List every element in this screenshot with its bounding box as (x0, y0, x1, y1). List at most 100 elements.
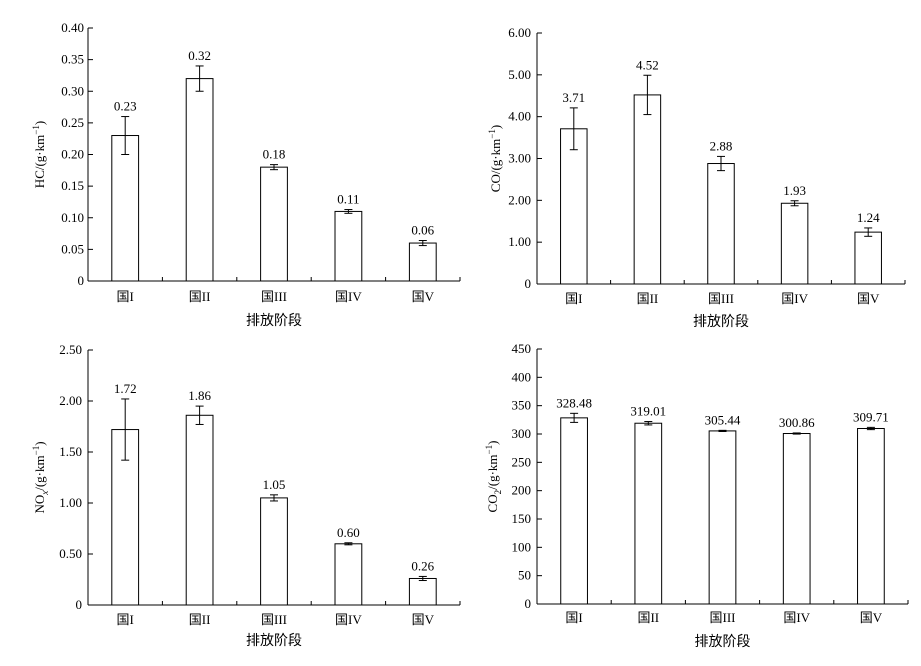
x-tick-label: 国IV (783, 610, 810, 625)
y-tick-label: 1.00 (59, 495, 82, 510)
bar (560, 128, 588, 285)
bar (633, 94, 662, 285)
y-axis-title: CO2/(g·km−1) (484, 441, 503, 513)
y-axis-title: NOx/(g·km−1) (31, 441, 50, 513)
y-axis-title: CO/(g·km−1) (487, 125, 503, 192)
x-axis-title: 排放阶段 (693, 314, 749, 330)
x-tick-label: 国V (412, 612, 435, 627)
y-axis-title: HC/(g·km−1) (31, 121, 47, 188)
y-tick-label: 0.35 (61, 52, 84, 67)
bar (185, 78, 214, 282)
data-label: 0.11 (337, 192, 359, 207)
x-tick-label: 国II (189, 612, 211, 627)
y-tick-label: 250 (512, 454, 532, 469)
x-tick-label: 国I (117, 289, 134, 304)
bar (185, 414, 214, 606)
x-tick-label: 国IV (781, 291, 808, 306)
y-tick-label: 2.50 (59, 342, 82, 357)
y-tick-label: 1.50 (59, 444, 82, 459)
data-label: 0.32 (188, 48, 211, 63)
x-tick-label: 国III (261, 289, 287, 304)
bar (408, 242, 437, 282)
bar (707, 163, 735, 285)
y-tick-label: 200 (512, 483, 532, 498)
x-tick-label: 国II (637, 610, 659, 625)
y-tick-label: 0.40 (61, 20, 84, 35)
x-axis-title: 排放阶段 (695, 634, 751, 650)
y-tick-label: 0.50 (59, 546, 82, 561)
chart-panel-2: 0 1.00 2.00 3.00 4.00 5.00 6.00 3.71 国I 4.52 国II 2.… (487, 25, 906, 330)
y-tick-label: 350 (512, 398, 532, 413)
data-label: 1.72 (114, 381, 137, 396)
x-tick-label: 国I (117, 612, 134, 627)
y-tick-label: 0.05 (61, 241, 84, 256)
y-tick-label: 2.00 (59, 393, 82, 408)
x-tick-label: 国III (710, 610, 736, 625)
x-tick-label: 国II (637, 291, 659, 306)
bar (782, 433, 811, 605)
y-tick-label: 0 (525, 596, 532, 611)
bar (857, 427, 885, 605)
data-label: 1.05 (263, 477, 286, 492)
y-tick-label: 0.25 (61, 115, 84, 130)
bar (708, 430, 737, 605)
data-label: 0.06 (411, 223, 434, 238)
data-label: 319.01 (630, 404, 666, 419)
y-tick-label: 50 (518, 568, 531, 583)
x-axis-title: 排放阶段 (246, 633, 302, 649)
y-tick-label: 0 (78, 273, 85, 288)
x-tick-label: 国V (412, 289, 435, 304)
y-tick-label: 6.00 (508, 25, 531, 40)
bar (780, 202, 809, 285)
bar (334, 210, 363, 282)
chart-panel-1: 0 0.05 0.10 0.15 0.20 0.25 0.30 0.35 0.40 0.23 国I 0… (31, 20, 461, 329)
data-label: 3.71 (562, 90, 585, 105)
data-label: 0.60 (337, 525, 360, 540)
data-label: 305.44 (705, 412, 741, 427)
bar (634, 422, 663, 605)
data-label: 309.71 (853, 409, 889, 424)
bar (334, 543, 363, 606)
data-label: 1.24 (857, 210, 880, 225)
data-label: 300.86 (779, 415, 815, 430)
y-tick-label: 0 (76, 597, 83, 612)
y-tick-label: 4.00 (508, 109, 531, 124)
x-tick-label: 国IV (335, 289, 362, 304)
bar (560, 417, 588, 605)
y-tick-label: 0.10 (61, 210, 84, 225)
y-tick-label: 0.15 (61, 178, 84, 193)
data-label: 328.48 (556, 395, 592, 410)
y-tick-label: 450 (512, 341, 532, 356)
bar (408, 577, 437, 606)
x-tick-label: 国II (189, 289, 211, 304)
chart-panel-3: 0 0.50 1.00 1.50 2.00 2.50 1.72 国I 1.86 国II 1.05 国I… (31, 342, 461, 649)
data-label: 0.26 (411, 558, 434, 573)
x-axis-title: 排放阶段 (246, 313, 302, 329)
data-label: 2.88 (710, 138, 733, 153)
y-tick-label: 150 (512, 511, 532, 526)
y-tick-label: 0.20 (61, 147, 84, 162)
bar (111, 135, 140, 282)
data-label: 1.93 (783, 183, 806, 198)
y-tick-label: 0.30 (61, 83, 84, 98)
y-tick-label: 0 (525, 276, 532, 291)
data-label: 0.18 (263, 147, 286, 162)
y-tick-label: 3.00 (508, 151, 531, 166)
data-label: 4.52 (636, 57, 659, 72)
x-tick-label: 国V (857, 291, 880, 306)
bar (260, 166, 288, 282)
y-tick-label: 1.00 (508, 234, 531, 249)
data-label: 0.23 (114, 99, 137, 114)
x-tick-label: 国III (708, 291, 734, 306)
chart-panel-4: 0 50 100 150 200 250 300 350 400 450 328.48 国I 319.0… (484, 341, 909, 650)
x-tick-label: 国III (261, 612, 287, 627)
y-tick-label: 2.00 (508, 192, 531, 207)
data-label: 1.86 (188, 388, 211, 403)
y-tick-label: 100 (512, 539, 532, 554)
y-tick-label: 300 (512, 426, 532, 441)
x-tick-label: 国I (565, 610, 582, 625)
x-tick-label: 国I (565, 291, 582, 306)
y-tick-label: 400 (512, 369, 532, 384)
bar (854, 231, 882, 285)
